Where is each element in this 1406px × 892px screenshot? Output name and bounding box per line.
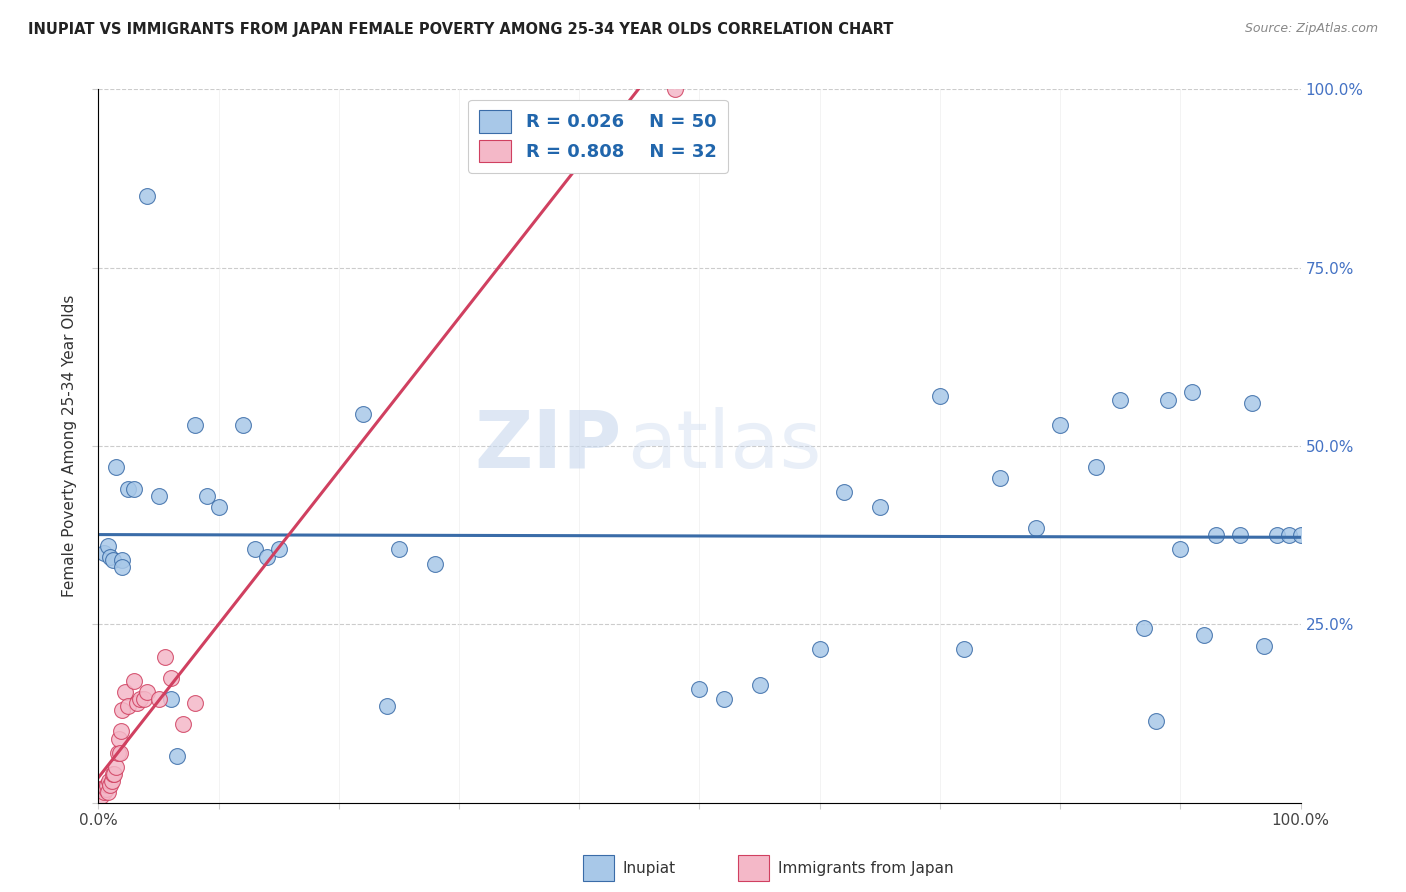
Point (108, 746, 131, 760)
Point (110, 724, 132, 739)
Point (183, 417, 205, 432)
Point (243, 542, 266, 557)
Point (103, 767, 125, 781)
Point (129, 692, 152, 706)
Point (91, 781, 114, 796)
Point (1170, 542, 1192, 557)
Point (135, 685, 157, 699)
Point (107, 746, 129, 760)
Point (1277, 528, 1299, 542)
Point (93, 546, 115, 560)
Point (267, 542, 290, 557)
Point (423, 557, 446, 571)
Point (124, 674, 146, 689)
Point (953, 642, 976, 657)
Point (388, 542, 411, 557)
Point (1025, 521, 1047, 535)
Point (105, 460, 128, 475)
Text: Immigrants from Japan: Immigrants from Japan (778, 862, 953, 876)
Point (664, 82, 686, 96)
Point (135, 189, 157, 203)
Point (232, 417, 254, 432)
Point (375, 699, 398, 714)
Point (90, 789, 112, 803)
Legend: R = 0.026    N = 50, R = 0.808    N = 32: R = 0.026 N = 50, R = 0.808 N = 32 (468, 100, 727, 172)
Point (1205, 528, 1227, 542)
Point (153, 649, 176, 664)
Text: Inupiat: Inupiat (623, 862, 676, 876)
Point (183, 696, 205, 710)
Point (832, 485, 855, 500)
Point (1289, 528, 1312, 542)
Point (97, 785, 120, 799)
Point (100, 549, 122, 564)
Point (1241, 396, 1264, 410)
Point (1133, 621, 1156, 635)
Point (869, 500, 891, 514)
Point (208, 500, 231, 514)
Point (172, 717, 194, 731)
Point (111, 560, 134, 574)
Point (1157, 392, 1180, 407)
Point (1144, 714, 1167, 728)
Point (808, 642, 831, 657)
Point (352, 407, 374, 421)
Point (1109, 392, 1132, 407)
Point (195, 489, 218, 503)
Text: atlas: atlas (627, 407, 821, 485)
Point (256, 549, 278, 564)
Point (100, 778, 122, 792)
Point (124, 482, 146, 496)
Point (125, 696, 148, 710)
Point (1265, 528, 1288, 542)
Point (568, 103, 591, 118)
Point (96, 778, 118, 792)
Point (1253, 639, 1275, 653)
Point (1181, 385, 1204, 400)
Text: Source: ZipAtlas.com: Source: ZipAtlas.com (1244, 22, 1378, 36)
Point (101, 553, 124, 567)
Point (159, 671, 181, 685)
Point (111, 553, 134, 567)
Point (148, 489, 170, 503)
Point (713, 692, 735, 706)
Point (159, 692, 181, 706)
Y-axis label: Female Poverty Among 25-34 Year Olds: Female Poverty Among 25-34 Year Olds (62, 295, 77, 597)
Point (166, 749, 188, 764)
Point (111, 703, 134, 717)
Point (97, 539, 120, 553)
Point (689, 681, 711, 696)
Point (117, 482, 139, 496)
Point (117, 699, 139, 714)
Point (93, 785, 115, 799)
Point (1085, 460, 1108, 475)
Point (87, 781, 110, 796)
Point (94, 781, 117, 796)
Point (108, 731, 131, 746)
Point (100, 774, 122, 789)
Point (105, 760, 128, 774)
Point (1049, 417, 1071, 432)
Point (132, 692, 155, 706)
Point (988, 471, 1011, 485)
Point (1229, 528, 1251, 542)
Text: INUPIAT VS IMMIGRANTS FROM JAPAN FEMALE POVERTY AMONG 25-34 YEAR OLDS CORRELATIO: INUPIAT VS IMMIGRANTS FROM JAPAN FEMALE … (28, 22, 893, 37)
Text: ZIP: ZIP (474, 407, 621, 485)
Point (748, 678, 770, 692)
Point (114, 685, 136, 699)
Point (98, 774, 121, 789)
Point (928, 389, 950, 403)
Point (1194, 628, 1216, 642)
Point (101, 767, 124, 781)
Point (148, 692, 170, 706)
